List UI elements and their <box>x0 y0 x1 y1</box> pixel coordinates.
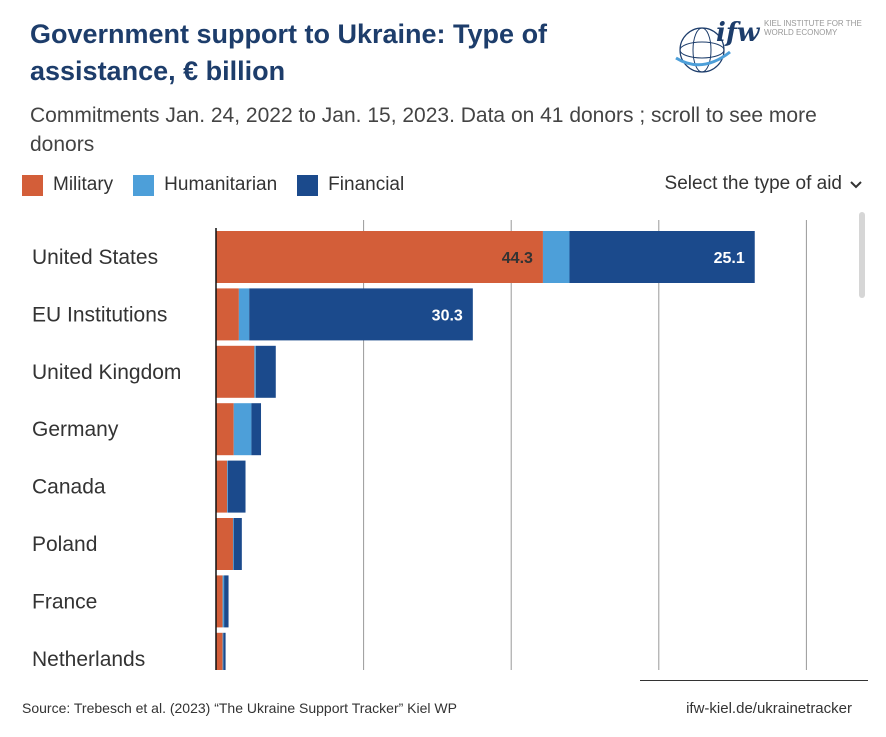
tracker-link[interactable]: ifw-kiel.de/ukrainetracker <box>686 700 852 717</box>
bar-segment-humanitarian[interactable] <box>542 231 570 283</box>
category-label: Netherlands <box>32 648 145 670</box>
category-label: Germany <box>32 418 119 441</box>
data-label: 25.1 <box>714 250 745 267</box>
chart-subtitle: Commitments Jan. 24, 2022 to Jan. 15, 20… <box>30 104 817 156</box>
category-label: Canada <box>32 476 106 499</box>
legend-item-humanitarian[interactable]: Humanitarian <box>133 174 277 196</box>
bar-segment-financial[interactable] <box>224 575 229 628</box>
legend-item-financial[interactable]: Financial <box>297 174 404 196</box>
bar-segment-humanitarian[interactable] <box>238 288 250 341</box>
bar-segment-military[interactable] <box>216 518 233 570</box>
bar-segment-military[interactable] <box>216 632 223 670</box>
legend-label-humanitarian: Humanitarian <box>164 174 278 195</box>
bar-segment-humanitarian[interactable] <box>232 518 234 570</box>
legend-label-military: Military <box>53 174 114 195</box>
bar-segment-financial[interactable] <box>223 632 226 670</box>
ifw-logo: ifw KIEL INSTITUTE FOR THE WORLD ECONOMY <box>672 12 862 82</box>
data-label: 30.3 <box>432 307 463 324</box>
category-label: United Kingdom <box>32 361 181 384</box>
category-label: France <box>32 590 97 613</box>
legend-item-military[interactable]: Military <box>22 174 113 196</box>
bar-segment-humanitarian[interactable] <box>222 575 225 628</box>
bar-segment-financial[interactable] <box>227 460 246 513</box>
bar-segment-humanitarian[interactable] <box>254 345 256 398</box>
bar-segment-military[interactable] <box>216 403 234 456</box>
bar-segment-financial[interactable] <box>251 403 262 456</box>
aid-type-dropdown-label: Select the type of aid <box>664 173 842 194</box>
category-label: EU Institutions <box>32 303 167 326</box>
legend-swatch-military <box>22 174 43 196</box>
bar-segment-humanitarian[interactable] <box>222 632 224 670</box>
bar-segment-military[interactable] <box>216 231 543 283</box>
legend-swatch-humanitarian <box>133 174 155 196</box>
legend-label-financial: Financial <box>328 174 405 195</box>
bar-segment-humanitarian[interactable] <box>227 460 228 513</box>
aid-type-dropdown[interactable]: Select the type of aid <box>665 173 862 195</box>
bar-chart: United States 44.3 25.1 EU Institutions 30.3… <box>32 220 807 670</box>
source-note: Source: Trebesch et al. (2023) “The Ukra… <box>22 700 457 716</box>
bar-segment-military[interactable] <box>216 288 239 341</box>
globe-icon <box>675 27 731 73</box>
scrollbar-thumb[interactable] <box>859 212 865 298</box>
bar-segment-financial[interactable] <box>249 288 473 341</box>
bar-segment-military[interactable] <box>216 345 255 398</box>
category-label: United States <box>32 246 158 269</box>
logo-brand: ifw <box>716 18 760 48</box>
bar-segment-military[interactable] <box>216 460 228 513</box>
bar-segment-humanitarian[interactable] <box>233 403 252 456</box>
bar-segment-military[interactable] <box>216 575 223 628</box>
legend-swatch-financial <box>297 174 319 196</box>
bar-segment-financial[interactable] <box>233 518 242 570</box>
chart-title: Government support to Ukraine: Type of a… <box>30 19 548 86</box>
footer-divider <box>640 680 868 681</box>
logo-tagline: KIEL INSTITUTE FOR THE WORLD ECONOMY <box>764 19 862 37</box>
category-label: Poland <box>32 533 97 556</box>
data-label: 44.3 <box>502 250 533 267</box>
bar-segment-financial[interactable] <box>569 231 755 283</box>
bar-segment-financial[interactable] <box>255 345 276 398</box>
chevron-down-icon <box>850 176 862 192</box>
legend: Military Humanitarian Financial <box>22 174 424 196</box>
